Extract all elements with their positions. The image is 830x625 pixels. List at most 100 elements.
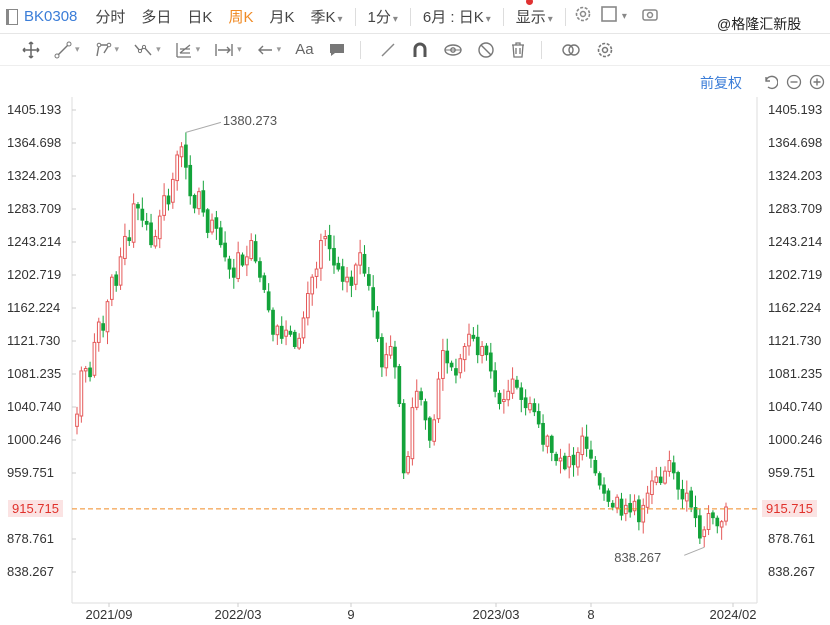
y-tick-label: 1364.698 bbox=[7, 135, 62, 150]
candle-body bbox=[541, 422, 545, 445]
candle-body bbox=[597, 473, 602, 486]
chevron-down-icon: ▾ bbox=[547, 14, 553, 25]
x-tick-label: 2021/09 bbox=[85, 607, 133, 622]
candle-body bbox=[615, 496, 619, 509]
fib-tool[interactable]: ▾ bbox=[175, 41, 200, 59]
top-toolbar: BK0308 分时 多日 日K 周K 月K 季K ▾ 1分 ▾ 6月 : 日K ▾ 显… bbox=[0, 0, 830, 34]
tab-weekly-k[interactable]: 周K bbox=[228, 9, 254, 26]
candle-body bbox=[366, 274, 371, 286]
candle-body bbox=[92, 341, 97, 376]
settings-icon[interactable] bbox=[574, 5, 592, 28]
polyline-icon bbox=[95, 42, 111, 56]
candle-body bbox=[623, 504, 628, 515]
drawing-toolbar: ▾ ▾ ▾ ▾ ▾ ▾ Aa bbox=[0, 34, 830, 66]
link-icon[interactable] bbox=[560, 41, 582, 59]
candle-body bbox=[144, 220, 149, 225]
candle-body bbox=[506, 390, 511, 401]
candle-body bbox=[306, 293, 310, 319]
candle-body bbox=[471, 334, 476, 339]
polyline-tool[interactable]: ▾ bbox=[94, 41, 119, 59]
candle-body bbox=[114, 274, 119, 286]
candle-body bbox=[210, 219, 214, 233]
y-tick-label: 1243.214 bbox=[7, 234, 62, 249]
candle-body bbox=[419, 391, 423, 400]
y-tick-label: 1000.246 bbox=[7, 431, 62, 447]
trash-icon[interactable] bbox=[509, 41, 527, 59]
candle-body bbox=[314, 268, 319, 277]
y-tick-label: 1000.246 bbox=[768, 431, 823, 447]
min-price-annotation: 838.267 bbox=[614, 550, 662, 566]
candle-body bbox=[414, 390, 419, 408]
candle-body bbox=[397, 366, 402, 405]
candle-body bbox=[488, 352, 493, 372]
pen-icon[interactable] bbox=[379, 41, 397, 59]
tab-monthly-k[interactable]: 月K bbox=[269, 9, 295, 26]
tab-1min[interactable]: 1分 ▾ bbox=[367, 9, 398, 26]
camera-icon[interactable] bbox=[641, 5, 659, 28]
eye-icon[interactable] bbox=[443, 41, 463, 59]
zoom-in-icon[interactable] bbox=[809, 74, 825, 90]
hide-icon[interactable] bbox=[477, 41, 495, 59]
layout-square-icon[interactable] bbox=[600, 5, 618, 28]
candle-body bbox=[606, 490, 611, 502]
undo-icon[interactable] bbox=[762, 74, 779, 90]
comment-icon[interactable] bbox=[328, 41, 346, 59]
candle-body bbox=[711, 512, 715, 519]
tab-intraday[interactable]: 分时 bbox=[95, 9, 126, 26]
candle-body bbox=[105, 301, 110, 333]
candle-body bbox=[427, 417, 432, 441]
symbol-label[interactable]: BK0308 bbox=[24, 8, 78, 25]
chevron-down-icon[interactable]: ▾ bbox=[621, 11, 627, 22]
candle-body bbox=[279, 325, 284, 339]
candle-body bbox=[262, 275, 267, 290]
candle-body bbox=[184, 144, 188, 168]
x-tick-label: 9 bbox=[347, 607, 355, 622]
range-select[interactable]: 6月 : 日K ▾ bbox=[422, 9, 491, 26]
line-tool[interactable]: ▾ bbox=[54, 41, 80, 59]
candle-body bbox=[706, 513, 711, 530]
candle-body bbox=[214, 217, 219, 229]
candle-body bbox=[127, 237, 132, 242]
candle-body bbox=[231, 267, 236, 278]
arrow-tool[interactable]: ▾ bbox=[256, 41, 281, 59]
divider bbox=[564, 7, 566, 26]
text-icon[interactable]: Aa bbox=[295, 41, 314, 58]
candle-body bbox=[258, 261, 262, 278]
candle-body bbox=[118, 256, 123, 286]
settings-icon[interactable] bbox=[596, 41, 614, 59]
candle-body bbox=[79, 370, 84, 417]
wave-tool[interactable]: ▾ bbox=[133, 41, 161, 59]
sidebar-toggle-icon[interactable] bbox=[6, 8, 18, 25]
candle-body bbox=[645, 492, 650, 508]
candle-body bbox=[157, 215, 162, 240]
candle-body bbox=[201, 190, 206, 213]
candle-body bbox=[401, 403, 406, 474]
max-price-annotation: 1380.273 bbox=[222, 113, 278, 129]
candle-body bbox=[175, 154, 180, 182]
tab-multi-day[interactable]: 多日 bbox=[141, 9, 172, 26]
candle-body bbox=[205, 209, 210, 233]
candle-body bbox=[580, 435, 585, 456]
chevron-down-icon: ▾ bbox=[337, 14, 343, 25]
tab-quarterly-k[interactable]: 季K ▾ bbox=[310, 9, 343, 26]
adjust-mode-label[interactable]: 前复权 bbox=[700, 75, 742, 91]
candle-body bbox=[123, 235, 127, 259]
tab-daily-k[interactable]: 日K bbox=[187, 9, 213, 26]
current-price-label-right: 915.715 bbox=[762, 499, 817, 517]
candle-body bbox=[462, 345, 467, 361]
display-menu[interactable]: 显示 ▾ bbox=[515, 9, 553, 26]
candle-body bbox=[536, 411, 541, 425]
candle-body bbox=[432, 419, 437, 442]
candle-body bbox=[619, 498, 624, 516]
range-tool[interactable]: ▾ bbox=[214, 41, 242, 59]
move-icon[interactable] bbox=[22, 40, 40, 59]
y-tick-label: 1162.224 bbox=[768, 300, 822, 315]
candle-body bbox=[637, 499, 641, 523]
candle-body bbox=[576, 451, 580, 468]
magnet-icon[interactable] bbox=[411, 41, 429, 59]
candle-body bbox=[109, 276, 114, 300]
candle-body bbox=[650, 480, 654, 496]
zoom-out-icon[interactable] bbox=[786, 74, 802, 90]
candle-body bbox=[101, 323, 105, 331]
